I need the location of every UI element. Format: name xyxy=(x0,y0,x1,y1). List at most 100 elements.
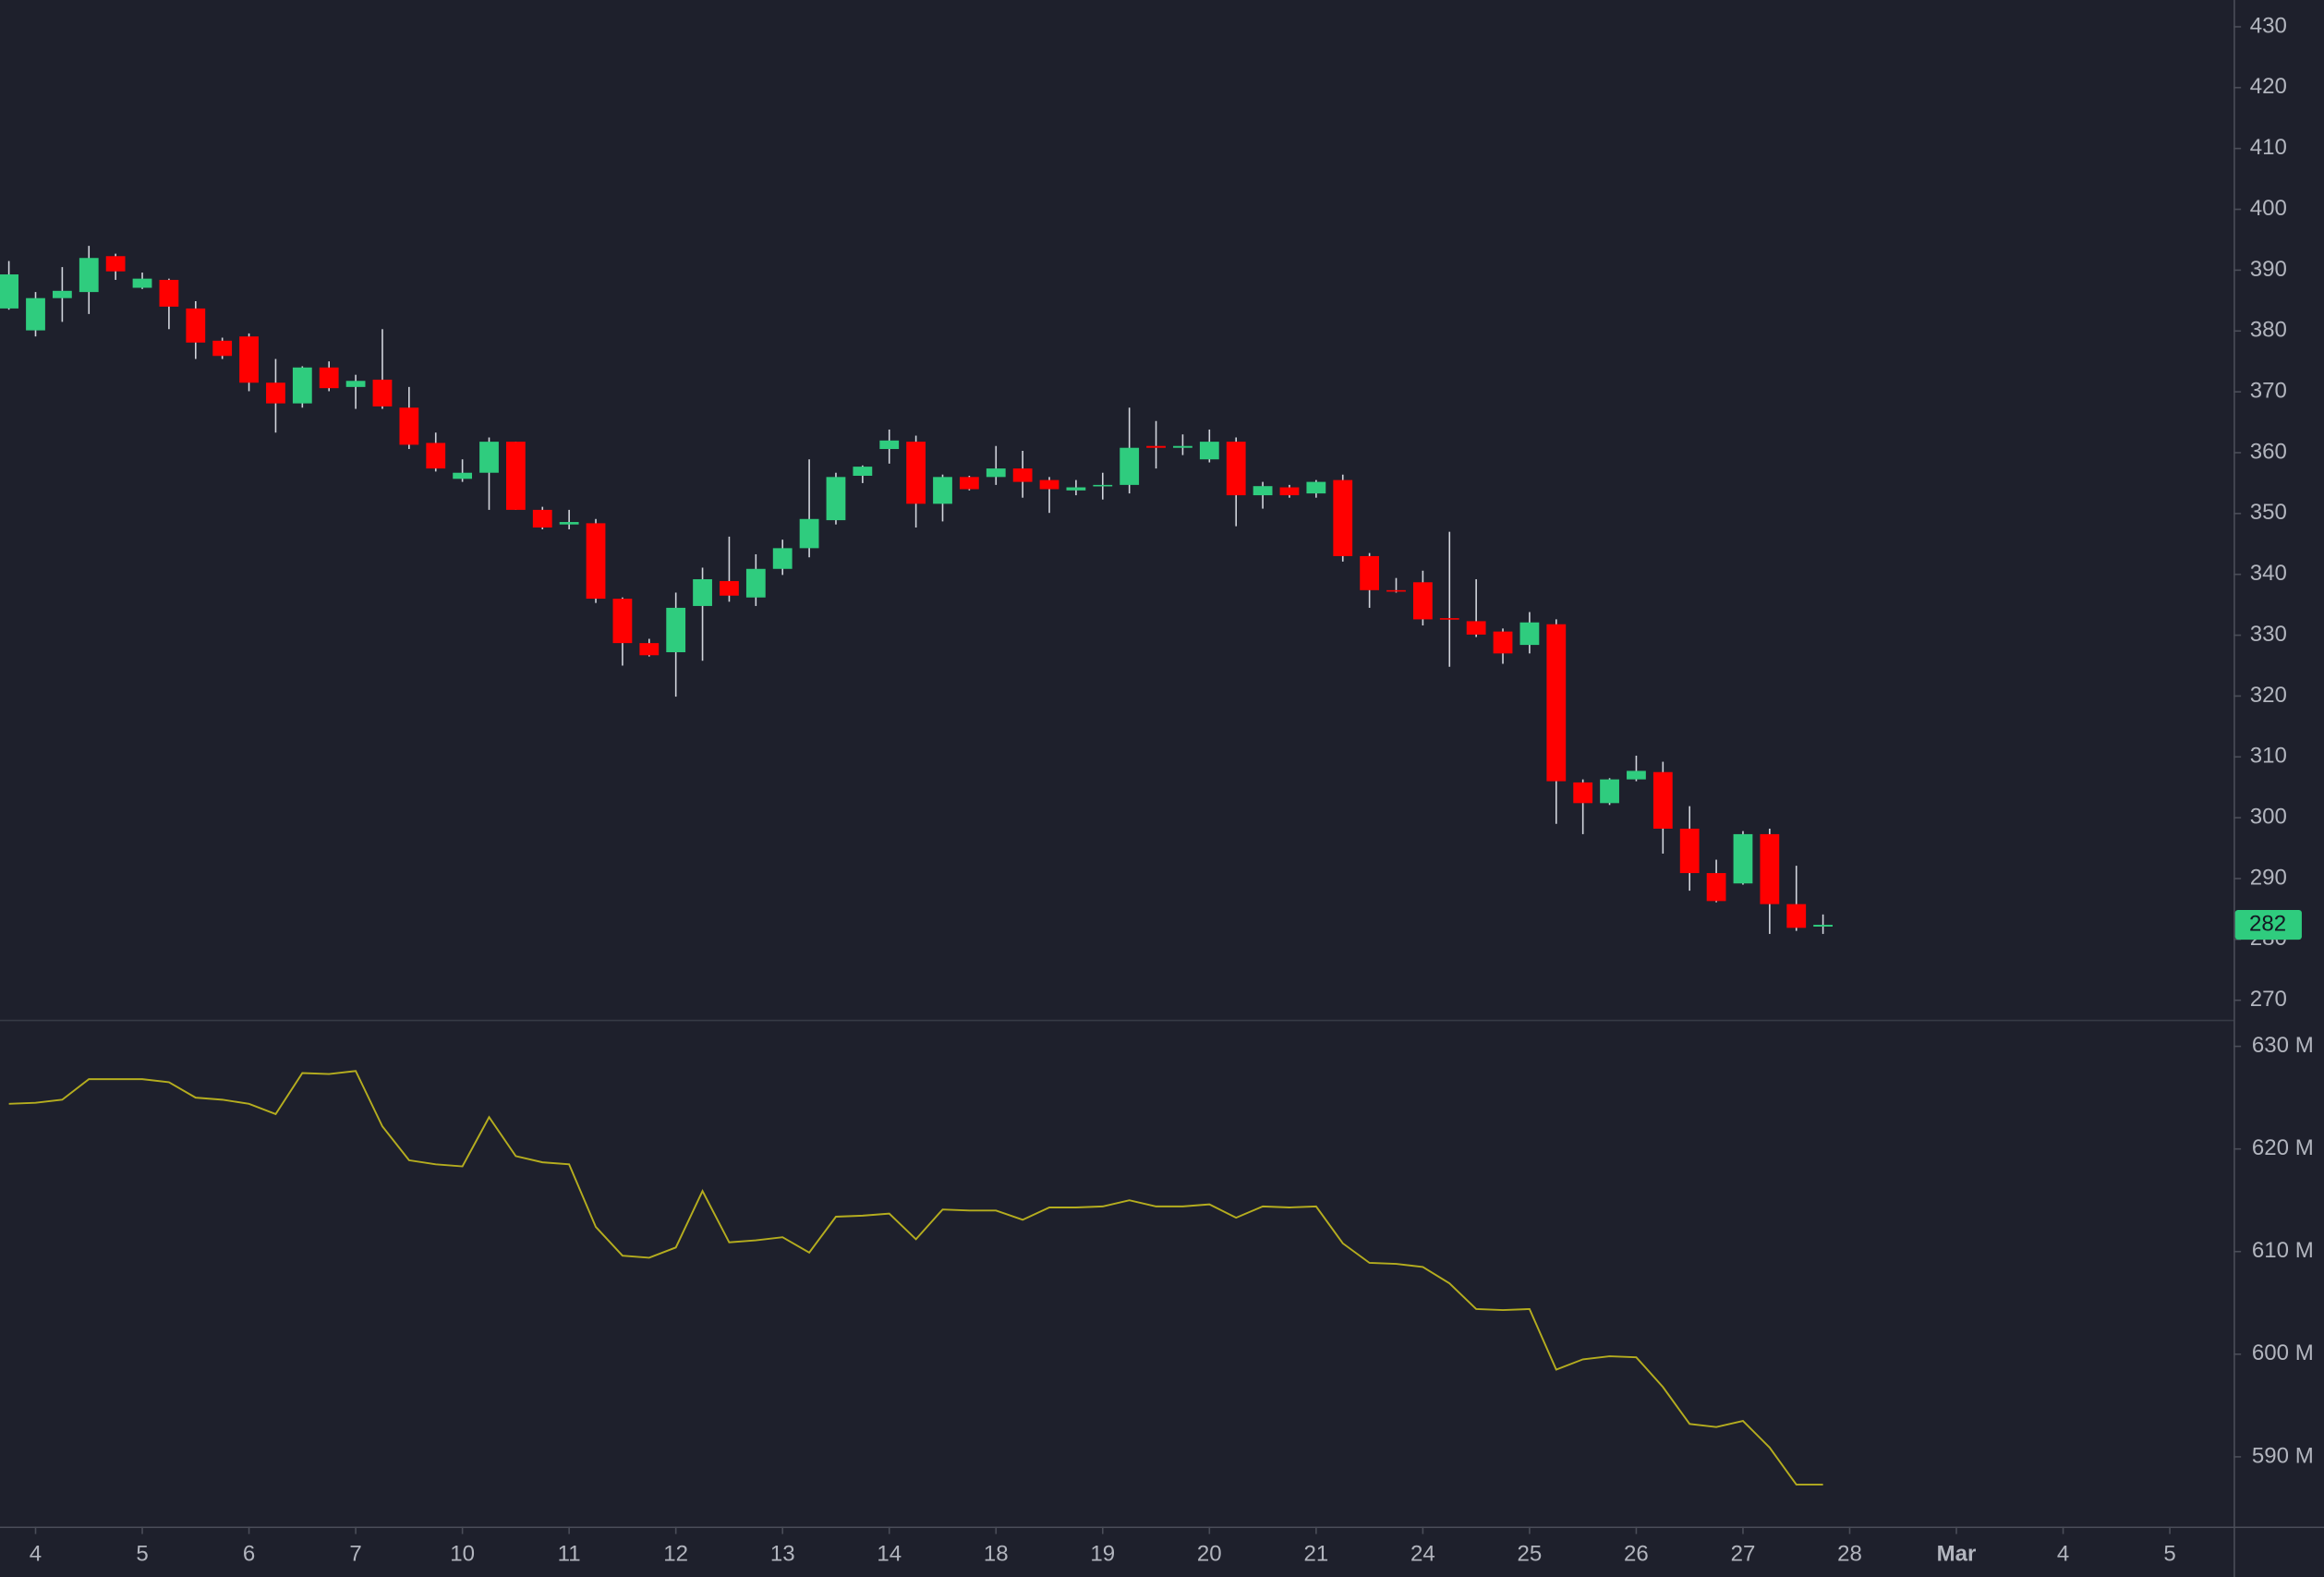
x-tick-label: 12 xyxy=(663,1541,688,1566)
y-tick-label: 400 xyxy=(2250,196,2287,221)
candle-body xyxy=(586,523,606,600)
y2-tick-label: 600 M xyxy=(2252,1340,2314,1365)
y-tick-label: 420 xyxy=(2250,74,2287,99)
last-price-label: 282 xyxy=(2249,911,2286,936)
x-tick-label: 4 xyxy=(2057,1541,2069,1566)
candle-body xyxy=(79,258,99,293)
y-tick-label: 380 xyxy=(2250,318,2287,343)
candle-body xyxy=(1226,442,1246,496)
candle-body xyxy=(1733,833,1753,884)
y-tick-label: 350 xyxy=(2250,500,2287,525)
candle-body xyxy=(1039,479,1059,490)
candle-body xyxy=(720,580,739,596)
last-price-box xyxy=(2234,909,2302,940)
candle-body xyxy=(1652,771,1673,829)
candle-body xyxy=(212,340,233,357)
y2-tick-label: 620 M xyxy=(2252,1135,2314,1160)
candle-body xyxy=(1120,447,1140,485)
candle-body xyxy=(906,442,926,504)
candle-body xyxy=(426,443,446,469)
candle-body xyxy=(1600,779,1619,804)
candle-body xyxy=(1199,442,1219,460)
y-tick-label: 340 xyxy=(2250,561,2287,586)
y-tick-label: 300 xyxy=(2250,804,2287,829)
indicator-line xyxy=(8,1070,1823,1486)
candle-body xyxy=(959,477,979,490)
candle-body xyxy=(986,468,1006,478)
x-tick-label: 24 xyxy=(1410,1541,1435,1566)
y-tick-label: 270 xyxy=(2250,987,2287,1012)
y-tick-label: 410 xyxy=(2250,135,2287,160)
candle-body xyxy=(1279,487,1300,496)
candle-body xyxy=(345,381,366,387)
x-tick-label: 11 xyxy=(558,1541,581,1566)
candle-body xyxy=(159,279,179,307)
candle-body xyxy=(1760,833,1780,904)
candle-body xyxy=(1627,770,1646,780)
x-tick-label: 5 xyxy=(2163,1541,2175,1566)
candle-body xyxy=(1173,445,1192,448)
candle-body xyxy=(186,308,206,343)
candle-body xyxy=(105,256,126,272)
candle-body xyxy=(1306,481,1326,494)
x-tick-label: 25 xyxy=(1518,1541,1543,1566)
candle-body xyxy=(1360,555,1380,590)
candle-body xyxy=(1786,904,1807,928)
y-tick-label: 320 xyxy=(2250,683,2287,708)
candle-body xyxy=(1546,624,1567,782)
candle-body xyxy=(879,440,900,450)
candle-body xyxy=(1146,445,1166,448)
candle-body xyxy=(933,477,952,504)
x-tick-label: 27 xyxy=(1731,1541,1756,1566)
x-tick-label: 14 xyxy=(877,1541,902,1566)
y2-tick-label: 610 M xyxy=(2252,1238,2314,1263)
candle-body xyxy=(1706,873,1726,902)
y-tick-label: 360 xyxy=(2250,439,2287,464)
candle-body xyxy=(399,407,419,445)
candle-body xyxy=(319,367,339,389)
x-tick-label: Mar xyxy=(1937,1541,1977,1566)
x-tick-label: 6 xyxy=(243,1541,255,1566)
y2-tick-label: 630 M xyxy=(2252,1033,2314,1058)
x-tick-label: 13 xyxy=(770,1541,795,1566)
x-tick-label: 28 xyxy=(1837,1541,1862,1566)
candle-body xyxy=(1093,484,1113,487)
y-tick-label: 290 xyxy=(2250,865,2287,890)
y-tick-label: 370 xyxy=(2250,378,2287,403)
y-tick-label: 310 xyxy=(2250,744,2287,769)
candle-body xyxy=(1679,828,1700,874)
candle-body xyxy=(1386,589,1406,592)
y2-tick-label: 590 M xyxy=(2252,1443,2314,1468)
candle-body xyxy=(1333,479,1353,556)
candle-body xyxy=(1519,622,1540,646)
candle-body xyxy=(52,290,72,298)
candle-body xyxy=(1493,631,1513,654)
y-tick-label: 430 xyxy=(2250,13,2287,38)
candle-body xyxy=(266,382,285,404)
x-tick-label: 19 xyxy=(1090,1541,1115,1566)
y-tick-label: 390 xyxy=(2250,257,2287,282)
candle-body xyxy=(853,467,873,477)
x-tick-label: 21 xyxy=(1303,1541,1328,1566)
candle-body xyxy=(239,336,259,383)
candle-body xyxy=(639,643,660,656)
x-tick-label: 18 xyxy=(984,1541,1009,1566)
candle-body xyxy=(799,518,819,549)
x-tick-label: 4 xyxy=(30,1541,42,1566)
candle-body xyxy=(693,578,712,606)
candle-body xyxy=(826,477,846,521)
candle-body xyxy=(1012,468,1033,482)
candle-body xyxy=(505,442,526,510)
x-tick-label: 7 xyxy=(349,1541,361,1566)
candle-body xyxy=(372,379,393,406)
candle-body xyxy=(479,442,499,473)
x-tick-label: 10 xyxy=(450,1541,475,1566)
candle-body xyxy=(1253,486,1273,496)
candle-body xyxy=(1439,618,1459,620)
candle-body xyxy=(612,599,633,644)
candle-body xyxy=(132,278,152,288)
candle-body xyxy=(1466,621,1486,635)
candle-body xyxy=(1412,582,1433,620)
